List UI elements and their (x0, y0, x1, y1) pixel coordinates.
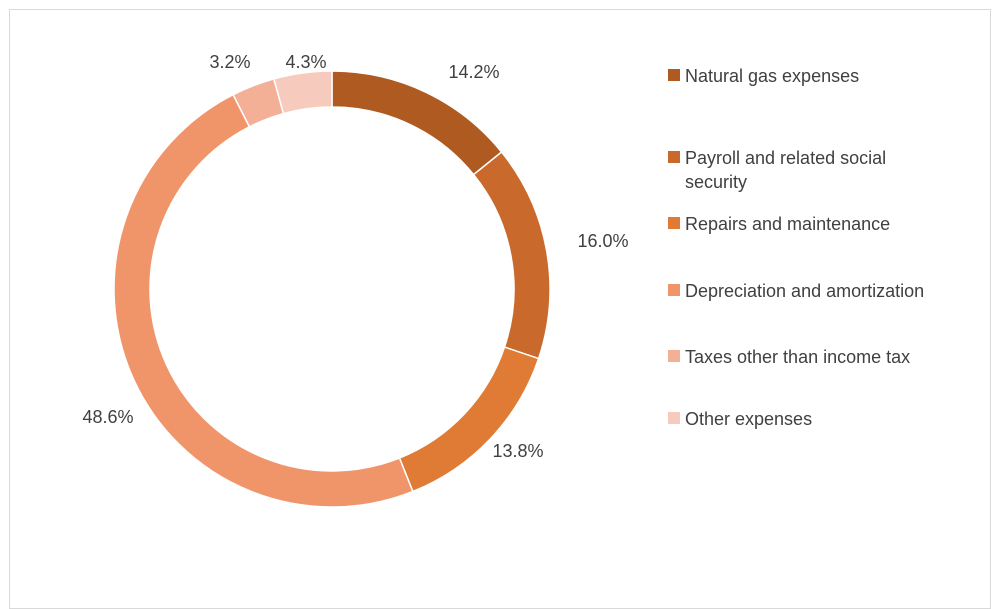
legend-item-1: Natural gas expenses (668, 64, 998, 88)
legend-swatch (668, 412, 680, 424)
legend-item-6: Other expenses (668, 407, 998, 431)
slice-4 (113, 93, 414, 508)
data-label-3: 13.8% (492, 441, 543, 461)
data-label-4: 48.6% (82, 407, 133, 427)
legend: Natural gas expenses Payroll and related … (668, 0, 998, 565)
doughnut-chart: 14.2% 16.0% 13.8% 48.6% 3.2% 4.3% (82, 52, 629, 508)
slice-1 (331, 70, 503, 176)
legend-swatch (668, 151, 680, 163)
data-label-1: 14.2% (448, 62, 499, 82)
data-label-6: 4.3% (285, 52, 326, 72)
legend-label: Depreciation and amortization (685, 281, 925, 301)
legend-swatch (668, 217, 680, 229)
slice-3 (398, 346, 540, 493)
legend-label: Natural gas expenses (685, 66, 860, 86)
slice-6 (272, 70, 333, 115)
data-label-2: 16.0% (577, 231, 628, 251)
legend-item-3: Repairs and maintenance (668, 212, 998, 236)
legend-swatch (668, 284, 680, 296)
doughnut-slices (113, 70, 551, 508)
legend-item-5: Taxes other than income tax (668, 345, 998, 369)
legend-swatch (668, 69, 680, 81)
slice-2 (472, 150, 551, 360)
legend-label: Other expenses (685, 409, 813, 429)
data-labels: 14.2% 16.0% 13.8% 48.6% 3.2% 4.3% (82, 52, 628, 461)
legend-label: Repairs and maintenance (685, 214, 891, 234)
legend-label: Payroll and related social security (685, 148, 887, 192)
data-label-5: 3.2% (209, 52, 250, 72)
legend-swatch (668, 350, 680, 362)
legend-label: Taxes other than income tax (685, 347, 911, 367)
legend-item-2: Payroll and related social security (668, 146, 998, 194)
legend-item-4: Depreciation and amortization (668, 279, 998, 303)
chart-frame (9, 9, 991, 609)
